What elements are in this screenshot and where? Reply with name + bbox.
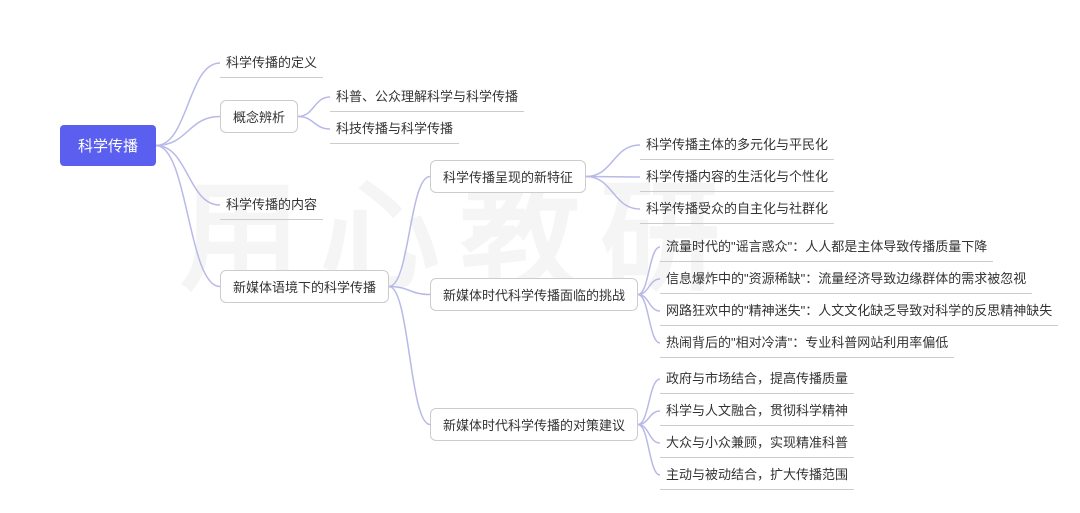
- mindmap-node: 科普、公众理解科学与科学传播: [330, 82, 524, 112]
- mindmap-node: 网路狂欢中的"精神迷失"：人文文化缺乏导致对科学的反思精神缺失: [660, 296, 1058, 326]
- mindmap-node: 概念辨析: [220, 100, 298, 133]
- mindmap-node: 流量时代的"谣言惑众"：人人都是主体导致传播质量下降: [660, 232, 993, 262]
- mindmap-node: 新媒体时代科学传播面临的挑战: [430, 278, 638, 311]
- mindmap-node: 科学传播受众的自主化与社群化: [640, 194, 834, 224]
- mindmap-node: 大众与小众兼顾，实现精准科普: [660, 428, 854, 458]
- mindmap-node: 科学传播的内容: [220, 190, 323, 220]
- mindmap-node: 科学传播: [60, 125, 156, 166]
- mindmap-node: 科学传播的定义: [220, 48, 323, 78]
- mindmap-node: 科学传播内容的生活化与个性化: [640, 162, 834, 192]
- mindmap-node: 新媒体语境下的科学传播: [220, 270, 389, 303]
- mindmap-node: 科学与人文融合，贯彻科学精神: [660, 396, 854, 426]
- mindmap-node: 科技传播与科学传播: [330, 114, 459, 144]
- mindmap-node: 信息爆炸中的"资源稀缺"：流量经济导致边缘群体的需求被忽视: [660, 264, 1032, 294]
- mindmap-node: 热闹背后的"相对冷清"：专业科普网站利用率偏低: [660, 328, 954, 358]
- mindmap-node: 政府与市场结合，提高传播质量: [660, 364, 854, 394]
- mindmap-node: 新媒体时代科学传播的对策建议: [430, 408, 638, 441]
- mindmap-node: 主动与被动结合，扩大传播范围: [660, 460, 854, 490]
- mindmap-node: 科学传播呈现的新特征: [430, 160, 586, 193]
- mindmap-node: 科学传播主体的多元化与平民化: [640, 130, 834, 160]
